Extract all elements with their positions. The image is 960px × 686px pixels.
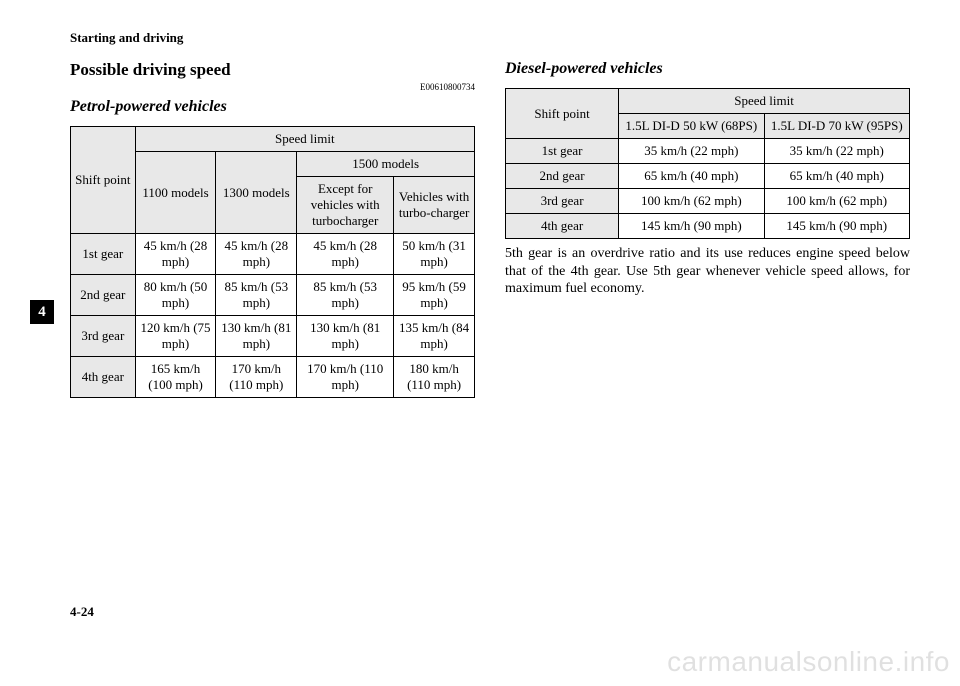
cell: 95 km/h (59 mph) — [394, 275, 475, 316]
cell: 65 km/h (40 mph) — [764, 164, 909, 189]
cell-gear: 4th gear — [506, 214, 619, 239]
th-speed-limit: Speed limit — [619, 89, 910, 114]
cell: 50 km/h (31 mph) — [394, 234, 475, 275]
cell: 145 km/h (90 mph) — [619, 214, 764, 239]
th-1500-turbo: Vehicles with turbo-charger — [394, 177, 475, 234]
cell: 45 km/h (28 mph) — [135, 234, 216, 275]
cell: 85 km/h (53 mph) — [297, 275, 394, 316]
cell: 170 km/h (110 mph) — [297, 357, 394, 398]
page-number: 4-24 — [70, 604, 94, 620]
th-1100: 1100 models — [135, 152, 216, 234]
table-row: 4th gear 145 km/h (90 mph) 145 km/h (90 … — [506, 214, 910, 239]
cell-gear: 1st gear — [71, 234, 136, 275]
th-shift-point: Shift point — [71, 127, 136, 234]
cell: 120 km/h (75 mph) — [135, 316, 216, 357]
cell: 145 km/h (90 mph) — [764, 214, 909, 239]
page: Starting and driving Possible driving sp… — [0, 0, 960, 640]
petrol-subtitle: Petrol-powered vehicles — [70, 98, 475, 116]
cell: 170 km/h (110 mph) — [216, 357, 297, 398]
cell: 45 km/h (28 mph) — [216, 234, 297, 275]
cell: 180 km/h (110 mph) — [394, 357, 475, 398]
fifth-gear-note: 5th gear is an overdrive ratio and its u… — [505, 245, 910, 298]
cell: 135 km/h (84 mph) — [394, 316, 475, 357]
table-row: 1st gear 35 km/h (22 mph) 35 km/h (22 mp… — [506, 139, 910, 164]
cell-gear: 1st gear — [506, 139, 619, 164]
table-row: 2nd gear 65 km/h (40 mph) 65 km/h (40 mp… — [506, 164, 910, 189]
section-header: Starting and driving — [70, 30, 910, 46]
cell: 100 km/h (62 mph) — [764, 189, 909, 214]
watermark: carmanualsonline.info — [667, 646, 950, 678]
th-68ps: 1.5L DI-D 50 kW (68PS) — [619, 114, 764, 139]
table-row: 3rd gear 120 km/h (75 mph) 130 km/h (81 … — [71, 316, 475, 357]
table-row: 2nd gear 80 km/h (50 mph) 85 km/h (53 mp… — [71, 275, 475, 316]
possible-driving-speed-title: Possible driving speed — [70, 60, 475, 80]
table-row: 4th gear 165 km/h (100 mph) 170 km/h (11… — [71, 357, 475, 398]
cell: 65 km/h (40 mph) — [619, 164, 764, 189]
table-row: 1st gear 45 km/h (28 mph) 45 km/h (28 mp… — [71, 234, 475, 275]
th-1500-no-turbo: Except for vehicles with turbocharger — [297, 177, 394, 234]
table-row: 3rd gear 100 km/h (62 mph) 100 km/h (62 … — [506, 189, 910, 214]
th-shift-point: Shift point — [506, 89, 619, 139]
cell: 165 km/h (100 mph) — [135, 357, 216, 398]
th-1500: 1500 models — [297, 152, 475, 177]
cell: 100 km/h (62 mph) — [619, 189, 764, 214]
petrol-speed-table: Shift point Speed limit 1100 models 1300… — [70, 126, 475, 398]
th-speed-limit: Speed limit — [135, 127, 474, 152]
cell: 85 km/h (53 mph) — [216, 275, 297, 316]
th-95ps: 1.5L DI-D 70 kW (95PS) — [764, 114, 909, 139]
chapter-tab: 4 — [30, 300, 54, 324]
cell-gear: 4th gear — [71, 357, 136, 398]
th-1300: 1300 models — [216, 152, 297, 234]
cell: 80 km/h (50 mph) — [135, 275, 216, 316]
cell-gear: 3rd gear — [71, 316, 136, 357]
two-column-layout: Possible driving speed E00610800734 Petr… — [70, 56, 910, 398]
document-number: E00610800734 — [70, 82, 475, 92]
cell: 45 km/h (28 mph) — [297, 234, 394, 275]
diesel-speed-table: Shift point Speed limit 1.5L DI-D 50 kW … — [505, 88, 910, 239]
right-column: Diesel-powered vehicles Shift point Spee… — [505, 56, 910, 398]
cell: 130 km/h (81 mph) — [297, 316, 394, 357]
left-column: Possible driving speed E00610800734 Petr… — [70, 56, 475, 398]
diesel-subtitle: Diesel-powered vehicles — [505, 60, 910, 78]
cell: 35 km/h (22 mph) — [619, 139, 764, 164]
cell: 35 km/h (22 mph) — [764, 139, 909, 164]
cell-gear: 2nd gear — [506, 164, 619, 189]
cell: 130 km/h (81 mph) — [216, 316, 297, 357]
cell-gear: 3rd gear — [506, 189, 619, 214]
cell-gear: 2nd gear — [71, 275, 136, 316]
